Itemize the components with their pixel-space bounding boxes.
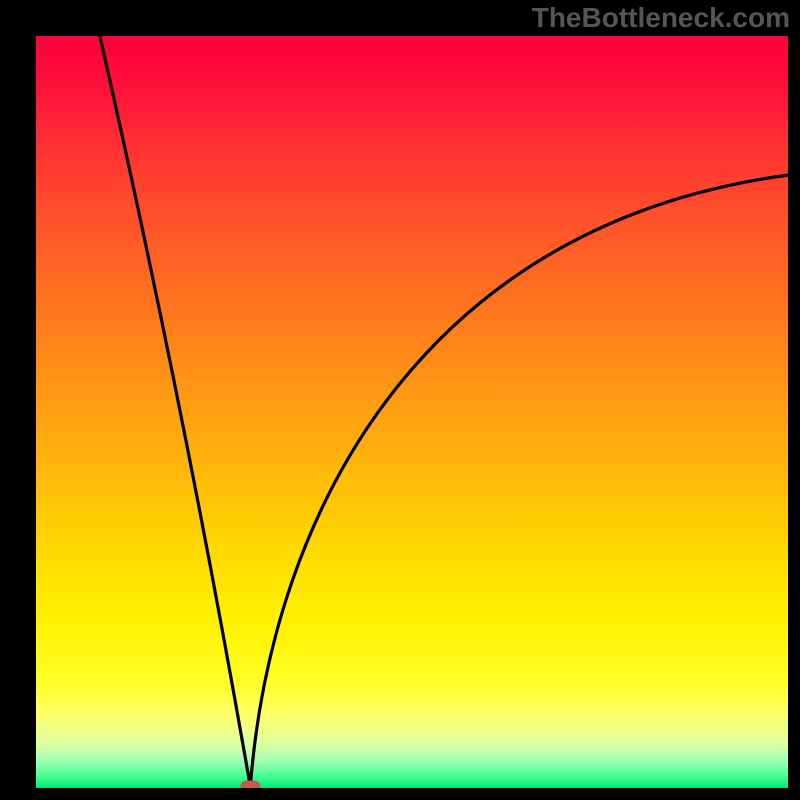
chart-frame: TheBottleneck.com [0, 0, 800, 800]
plot-area [36, 36, 788, 788]
watermark-text: TheBottleneck.com [532, 2, 790, 34]
bottleneck-curve [36, 36, 788, 788]
curve-segment [100, 36, 250, 786]
minimum-marker [240, 780, 260, 788]
curve-segment [250, 175, 788, 786]
